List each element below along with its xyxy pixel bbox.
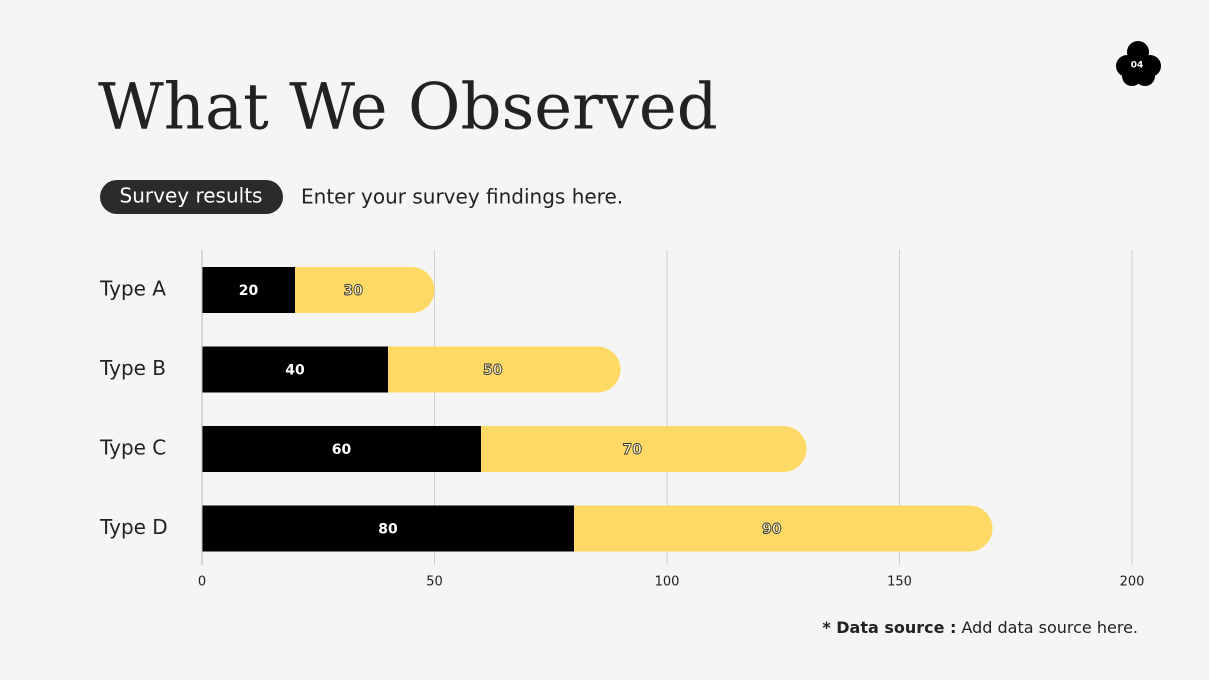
value-label: 20 bbox=[239, 283, 259, 299]
x-tick-label: 200 bbox=[1120, 575, 1145, 590]
value-label: 30 bbox=[344, 283, 364, 299]
bar bbox=[202, 346, 388, 393]
bar bbox=[388, 346, 621, 393]
bar bbox=[202, 267, 295, 313]
value-label: 70 bbox=[623, 442, 643, 458]
source: * Data source : Add data source here. bbox=[822, 618, 1138, 637]
value-label: 60 bbox=[332, 442, 352, 458]
x-tick-label: 150 bbox=[887, 575, 912, 590]
x-tick-label: 100 bbox=[655, 575, 680, 590]
page-badge bbox=[1116, 41, 1161, 86]
source-label: * Data source : bbox=[822, 618, 956, 637]
value-label: 80 bbox=[378, 522, 398, 538]
badge-text: Survey results bbox=[120, 184, 263, 208]
subtitle: Enter your survey findings here. bbox=[301, 185, 623, 209]
page-number: 04 bbox=[1131, 61, 1144, 71]
chart: 0 50 100 150 200 Type A 20 30 Type B 40 50 Type C 60… bbox=[99, 250, 1144, 590]
bar bbox=[202, 426, 481, 472]
x-tick-label: 50 bbox=[426, 575, 443, 590]
title: What We Observed bbox=[98, 71, 718, 145]
x-tick-label: 0 bbox=[198, 575, 206, 590]
value-label: 90 bbox=[762, 522, 782, 538]
bar bbox=[574, 505, 993, 552]
bar bbox=[481, 426, 807, 472]
y-tick-label: Type D bbox=[99, 515, 168, 539]
badge bbox=[100, 180, 283, 214]
value-label: 40 bbox=[285, 363, 305, 379]
value-label: 50 bbox=[483, 363, 503, 379]
y-tick-label: Type C bbox=[99, 436, 166, 460]
y-tick-label: Type A bbox=[99, 277, 166, 301]
y-tick-label: Type B bbox=[99, 356, 166, 380]
bar bbox=[295, 267, 435, 313]
source-text: Add data source here. bbox=[961, 618, 1138, 637]
bar bbox=[202, 505, 574, 552]
